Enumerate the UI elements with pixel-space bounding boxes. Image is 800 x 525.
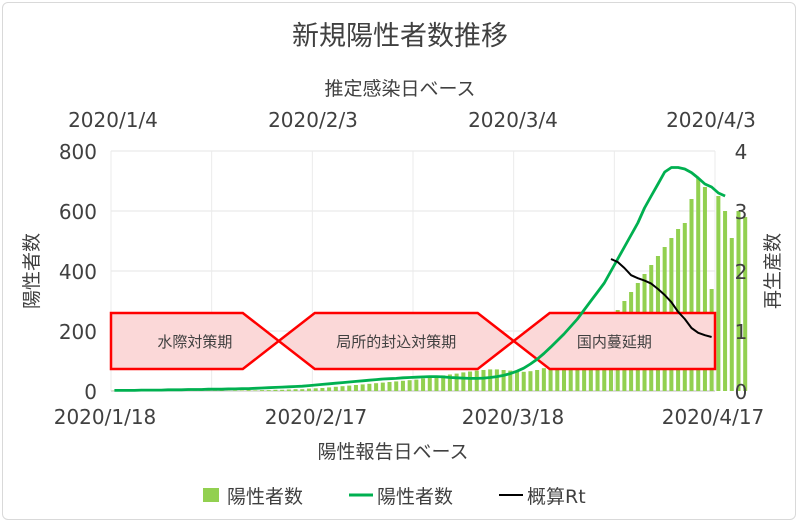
bottom-tick-label: 2020/1/18: [54, 405, 157, 429]
bar: [522, 372, 526, 391]
bar: [401, 381, 405, 391]
bar: [408, 380, 412, 391]
bar: [280, 390, 284, 391]
bar: [354, 385, 358, 391]
y-tick-label: 0: [84, 380, 97, 404]
bar: [502, 370, 506, 391]
legend-label: 概算Rt: [527, 486, 586, 508]
y2-tick-label: 1: [735, 320, 748, 344]
bar: [387, 382, 391, 391]
bar: [528, 371, 532, 391]
phase-arrows: 水際対策期 局所的封込対策期 国内蔓延期: [111, 313, 715, 369]
bar: [730, 238, 734, 391]
top-axis-label: 推定感染日ベース: [324, 78, 475, 100]
legend: 陽性者数 陽性者数 概算Rt: [203, 486, 586, 508]
bar: [273, 390, 277, 391]
bar: [535, 370, 539, 391]
bar: [381, 383, 385, 391]
bar: [475, 371, 479, 391]
y-tick-label: 400: [59, 260, 97, 284]
bar: [468, 372, 472, 392]
bar: [300, 389, 304, 391]
bar: [240, 390, 244, 391]
bar: [743, 217, 747, 391]
top-tick-label: 2020/4/3: [666, 108, 756, 132]
bottom-tick-label: 2020/3/18: [462, 405, 565, 429]
bar: [481, 370, 485, 391]
bar: [723, 211, 727, 391]
legend-label: 陽性者数: [227, 486, 303, 508]
y2-tick-label: 0: [735, 380, 748, 404]
phase-label: 局所的封込対策期: [336, 333, 456, 351]
bar: [434, 377, 438, 391]
bar: [341, 386, 345, 391]
y-tick-label: 200: [59, 320, 97, 344]
bar: [542, 368, 546, 391]
bar: [320, 388, 324, 391]
chart-svg: 新規陽性者数推移 推定感染日ベース 陽性報告日ベース 陽性者数 再生産数 水際対…: [3, 3, 797, 521]
bar: [716, 196, 720, 391]
y2-axis-label: 再生産数: [762, 233, 784, 309]
bar: [736, 211, 740, 391]
bottom-tick-label: 2020/4/17: [662, 405, 765, 429]
bar: [267, 390, 271, 391]
legend-swatch: [203, 488, 219, 502]
bar: [253, 390, 257, 391]
y2-tick-label: 4: [735, 140, 748, 164]
bar: [461, 372, 465, 391]
chart-frame: 新規陽性者数推移 推定感染日ベース 陽性報告日ベース 陽性者数 再生産数 水際対…: [2, 2, 796, 520]
y2-tick-label: 2: [735, 260, 748, 284]
bar: [287, 390, 291, 392]
bar: [488, 369, 492, 391]
bar: [247, 390, 251, 391]
bar: [414, 380, 418, 391]
bar: [233, 390, 237, 391]
bottom-axis-label: 陽性報告日ベース: [317, 441, 468, 463]
bar: [361, 384, 365, 391]
bar: [428, 377, 432, 391]
bar: [421, 378, 425, 391]
bar: [334, 387, 338, 391]
bar: [495, 369, 499, 391]
top-tick-label: 2020/1/4: [68, 108, 158, 132]
chart-title: 新規陽性者数推移: [292, 21, 508, 52]
bar: [455, 374, 459, 391]
y-tick-label: 800: [59, 140, 97, 164]
y-tick-label: 600: [59, 200, 97, 224]
top-tick-label: 2020/3/4: [468, 108, 558, 132]
bar: [394, 381, 398, 391]
legend-label: 陽性者数: [377, 486, 453, 508]
phase-label: 水際対策期: [157, 333, 232, 351]
top-tick-label: 2020/2/3: [268, 108, 358, 132]
y2-tick-label: 3: [735, 200, 748, 224]
bar: [307, 389, 311, 391]
bar: [367, 384, 371, 391]
bar: [374, 383, 378, 391]
bar: [260, 390, 264, 391]
bar: [327, 387, 331, 391]
bar: [314, 388, 318, 391]
y-axis-label: 陽性者数: [21, 233, 43, 309]
bar: [515, 371, 519, 391]
phase-label: 国内蔓延期: [577, 333, 652, 351]
bottom-tick-label: 2020/2/17: [265, 405, 368, 429]
bar: [347, 386, 351, 391]
bar: [294, 389, 298, 391]
